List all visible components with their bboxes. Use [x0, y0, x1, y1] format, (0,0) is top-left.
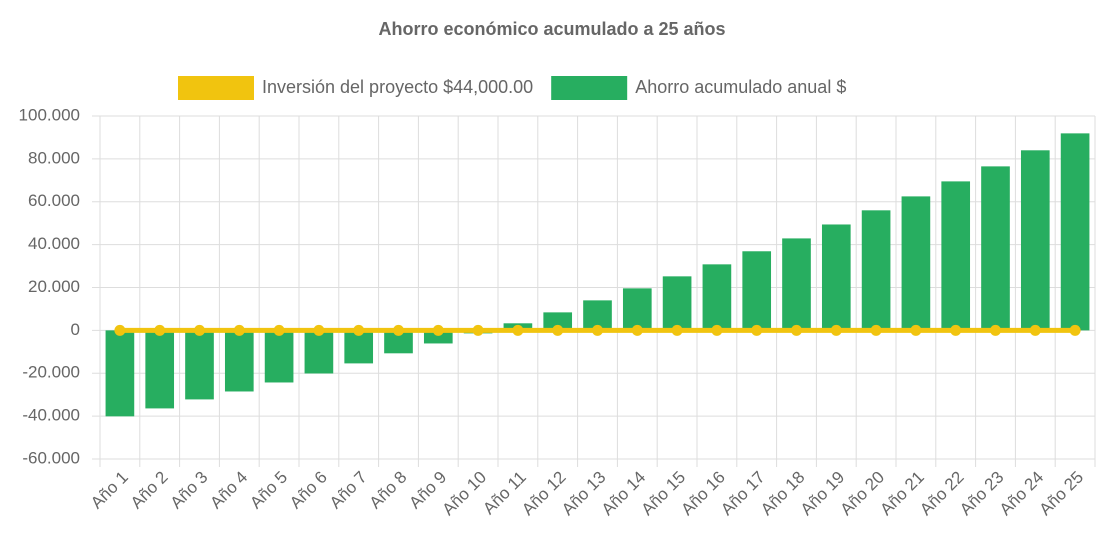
bar — [662, 276, 692, 331]
bar — [384, 330, 413, 354]
line-point — [472, 324, 484, 336]
line-point — [910, 324, 922, 336]
bar — [224, 330, 254, 392]
x-tick-label: Año 1 — [87, 468, 132, 513]
line-point — [194, 324, 205, 336]
x-tick-label: Año 4 — [206, 468, 251, 513]
x-tick-label: Año 18 — [757, 468, 809, 520]
line-point — [870, 324, 882, 336]
line-point — [552, 324, 564, 336]
x-tick-label: Año 17 — [717, 468, 769, 520]
bar — [185, 330, 214, 400]
bar — [981, 166, 1010, 331]
x-tick-label: Año 22 — [916, 468, 968, 520]
line-point — [751, 324, 763, 336]
bar — [901, 196, 931, 331]
line-point — [631, 324, 643, 336]
y-tick-label: 0 — [71, 320, 80, 339]
line-point — [950, 324, 962, 336]
line-point — [592, 324, 603, 336]
x-tick-label: Año 7 — [326, 468, 371, 513]
x-tick-label: Año 21 — [876, 468, 928, 520]
x-tick-label: Año 12 — [518, 468, 570, 520]
bar — [821, 224, 851, 331]
x-tick-label: Año 13 — [558, 468, 610, 520]
legend-label: Inversión del proyecto $44,000.00 — [262, 77, 533, 97]
y-tick-label: 80.000 — [28, 148, 80, 167]
bar — [543, 312, 573, 331]
bar — [782, 238, 811, 331]
bar — [702, 264, 732, 331]
line-point — [1029, 324, 1041, 336]
bar — [304, 330, 334, 374]
legend-swatch — [178, 76, 254, 100]
x-tick-label: Año 19 — [797, 468, 849, 520]
line-point — [711, 324, 723, 336]
x-tick-label: Año 15 — [638, 468, 690, 520]
y-tick-label: 100.000 — [19, 105, 80, 124]
chart-title: Ahorro económico acumulado a 25 años — [378, 19, 725, 39]
x-tick-label: Año 2 — [127, 468, 172, 513]
y-tick-label: -60.000 — [22, 448, 80, 467]
x-tick-label: Año 10 — [439, 468, 491, 520]
x-tick-label: Año 24 — [996, 468, 1048, 520]
y-tick-label: -20.000 — [22, 363, 80, 382]
line-point — [273, 324, 285, 336]
y-tick-label: 60.000 — [28, 191, 80, 210]
x-tick-label: Año 8 — [366, 468, 411, 513]
x-tick-label: Año 3 — [167, 468, 212, 513]
bar — [264, 330, 294, 383]
y-tick-label: 20.000 — [28, 277, 80, 296]
line-point — [353, 324, 365, 336]
x-tick-label: Año 20 — [837, 468, 889, 520]
line-point — [233, 324, 245, 336]
bar — [622, 288, 652, 331]
line-point — [114, 324, 126, 336]
x-tick-label: Año 14 — [598, 468, 650, 520]
x-tick-label: Año 6 — [286, 468, 331, 513]
line-point — [671, 324, 683, 336]
line-point — [830, 324, 842, 336]
bar — [1020, 150, 1050, 331]
legend-label: Ahorro acumulado anual $ — [635, 77, 846, 97]
line-point — [432, 324, 444, 336]
bar — [105, 330, 135, 417]
bar — [742, 251, 772, 331]
bar — [145, 330, 175, 409]
legend-swatch — [551, 76, 628, 100]
line-point — [512, 324, 524, 336]
x-tick-label: Año 23 — [956, 468, 1008, 520]
x-tick-label: Año 5 — [246, 468, 291, 513]
x-tick-label: Año 16 — [677, 468, 729, 520]
line-point — [1069, 324, 1081, 336]
y-tick-label: 40.000 — [28, 234, 80, 253]
line-point — [791, 324, 802, 336]
line-point — [154, 324, 166, 336]
line-point — [313, 324, 325, 336]
line-point — [990, 324, 1001, 336]
line-point — [393, 324, 404, 336]
x-tick-label: Año 25 — [1036, 468, 1088, 520]
bar — [941, 181, 971, 331]
bar — [1060, 133, 1090, 331]
bar — [423, 330, 453, 344]
bar — [861, 210, 891, 331]
y-tick-label: -40.000 — [22, 406, 80, 425]
bar — [344, 330, 374, 364]
